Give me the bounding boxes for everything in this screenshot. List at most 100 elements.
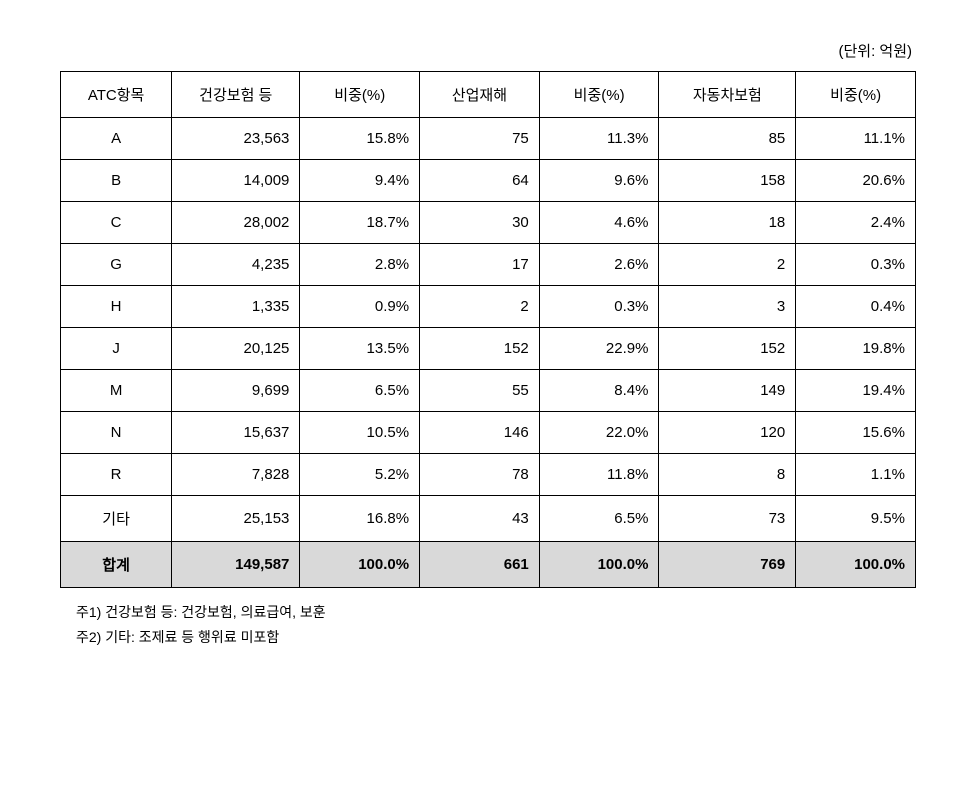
header-cell-6: 비중(%) xyxy=(796,72,916,118)
row-label: A xyxy=(61,118,172,160)
row-label: R xyxy=(61,454,172,496)
data-cell: 14,009 xyxy=(172,160,300,202)
data-cell: 20.6% xyxy=(796,160,916,202)
data-cell: 11.3% xyxy=(539,118,659,160)
data-cell: 75 xyxy=(420,118,540,160)
data-cell: 85 xyxy=(659,118,796,160)
data-cell: 9.4% xyxy=(300,160,420,202)
data-cell: 18 xyxy=(659,202,796,244)
data-cell: 0.4% xyxy=(796,286,916,328)
table-row: 기타25,15316.8%436.5%739.5% xyxy=(61,496,916,542)
data-cell: 158 xyxy=(659,160,796,202)
data-cell: 4,235 xyxy=(172,244,300,286)
unit-label: (단위: 억원) xyxy=(60,40,916,61)
data-cell: 55 xyxy=(420,370,540,412)
row-label: C xyxy=(61,202,172,244)
data-cell: 19.8% xyxy=(796,328,916,370)
data-cell: 18.7% xyxy=(300,202,420,244)
data-cell: 2 xyxy=(420,286,540,328)
data-cell: 9.5% xyxy=(796,496,916,542)
data-cell: 152 xyxy=(659,328,796,370)
footnotes: 주1) 건강보험 등: 건강보험, 의료급여, 보훈주2) 기타: 조제료 등 … xyxy=(60,600,916,650)
total-cell: 100.0% xyxy=(300,542,420,588)
row-label: N xyxy=(61,412,172,454)
data-cell: 22.9% xyxy=(539,328,659,370)
data-cell: 13.5% xyxy=(300,328,420,370)
data-cell: 78 xyxy=(420,454,540,496)
data-cell: 2.4% xyxy=(796,202,916,244)
header-cell-0: ATC항목 xyxy=(61,72,172,118)
data-cell: 2 xyxy=(659,244,796,286)
data-cell: 11.1% xyxy=(796,118,916,160)
data-cell: 2.6% xyxy=(539,244,659,286)
table-body: A23,56315.8%7511.3%8511.1%B14,0099.4%649… xyxy=(61,118,916,588)
data-cell: 8.4% xyxy=(539,370,659,412)
row-label: H xyxy=(61,286,172,328)
header-cell-1: 건강보험 등 xyxy=(172,72,300,118)
data-cell: 17 xyxy=(420,244,540,286)
table-row: J20,12513.5%15222.9%15219.8% xyxy=(61,328,916,370)
data-cell: 9,699 xyxy=(172,370,300,412)
data-cell: 30 xyxy=(420,202,540,244)
table-row: N15,63710.5%14622.0%12015.6% xyxy=(61,412,916,454)
data-cell: 64 xyxy=(420,160,540,202)
data-cell: 73 xyxy=(659,496,796,542)
table-row: R7,8285.2%7811.8%81.1% xyxy=(61,454,916,496)
data-cell: 1.1% xyxy=(796,454,916,496)
data-cell: 1,335 xyxy=(172,286,300,328)
data-cell: 2.8% xyxy=(300,244,420,286)
data-cell: 7,828 xyxy=(172,454,300,496)
data-cell: 28,002 xyxy=(172,202,300,244)
header-cell-2: 비중(%) xyxy=(300,72,420,118)
data-cell: 25,153 xyxy=(172,496,300,542)
table-row: M9,6996.5%558.4%14919.4% xyxy=(61,370,916,412)
data-cell: 0.3% xyxy=(796,244,916,286)
row-label: M xyxy=(61,370,172,412)
header-cell-3: 산업재해 xyxy=(420,72,540,118)
data-cell: 16.8% xyxy=(300,496,420,542)
total-cell: 100.0% xyxy=(539,542,659,588)
data-cell: 11.8% xyxy=(539,454,659,496)
table-row: H1,3350.9%20.3%30.4% xyxy=(61,286,916,328)
row-label: J xyxy=(61,328,172,370)
table-row: B14,0099.4%649.6%15820.6% xyxy=(61,160,916,202)
data-cell: 120 xyxy=(659,412,796,454)
footnote-1: 주1) 건강보험 등: 건강보험, 의료급여, 보훈 xyxy=(76,600,916,625)
row-label: 기타 xyxy=(61,496,172,542)
data-cell: 152 xyxy=(420,328,540,370)
data-table: ATC항목건강보험 등비중(%)산업재해비중(%)자동차보험비중(%) A23,… xyxy=(60,71,916,588)
data-cell: 22.0% xyxy=(539,412,659,454)
total-label: 합계 xyxy=(61,542,172,588)
table-header: ATC항목건강보험 등비중(%)산업재해비중(%)자동차보험비중(%) xyxy=(61,72,916,118)
footnote-2: 주2) 기타: 조제료 등 행위료 미포함 xyxy=(76,625,916,650)
data-cell: 20,125 xyxy=(172,328,300,370)
table-row: A23,56315.8%7511.3%8511.1% xyxy=(61,118,916,160)
data-cell: 149 xyxy=(659,370,796,412)
data-cell: 6.5% xyxy=(539,496,659,542)
data-cell: 43 xyxy=(420,496,540,542)
data-cell: 15.8% xyxy=(300,118,420,160)
data-cell: 15,637 xyxy=(172,412,300,454)
table-container: (단위: 억원) ATC항목건강보험 등비중(%)산업재해비중(%)자동차보험비… xyxy=(60,40,916,650)
data-cell: 19.4% xyxy=(796,370,916,412)
data-cell: 4.6% xyxy=(539,202,659,244)
total-cell: 661 xyxy=(420,542,540,588)
data-cell: 0.3% xyxy=(539,286,659,328)
data-cell: 5.2% xyxy=(300,454,420,496)
data-cell: 15.6% xyxy=(796,412,916,454)
total-cell: 100.0% xyxy=(796,542,916,588)
data-cell: 23,563 xyxy=(172,118,300,160)
total-row: 합계149,587100.0%661100.0%769100.0% xyxy=(61,542,916,588)
table-row: G4,2352.8%172.6%20.3% xyxy=(61,244,916,286)
header-cell-4: 비중(%) xyxy=(539,72,659,118)
total-cell: 149,587 xyxy=(172,542,300,588)
data-cell: 3 xyxy=(659,286,796,328)
header-row: ATC항목건강보험 등비중(%)산업재해비중(%)자동차보험비중(%) xyxy=(61,72,916,118)
data-cell: 0.9% xyxy=(300,286,420,328)
data-cell: 9.6% xyxy=(539,160,659,202)
data-cell: 8 xyxy=(659,454,796,496)
row-label: G xyxy=(61,244,172,286)
header-cell-5: 자동차보험 xyxy=(659,72,796,118)
data-cell: 146 xyxy=(420,412,540,454)
total-cell: 769 xyxy=(659,542,796,588)
